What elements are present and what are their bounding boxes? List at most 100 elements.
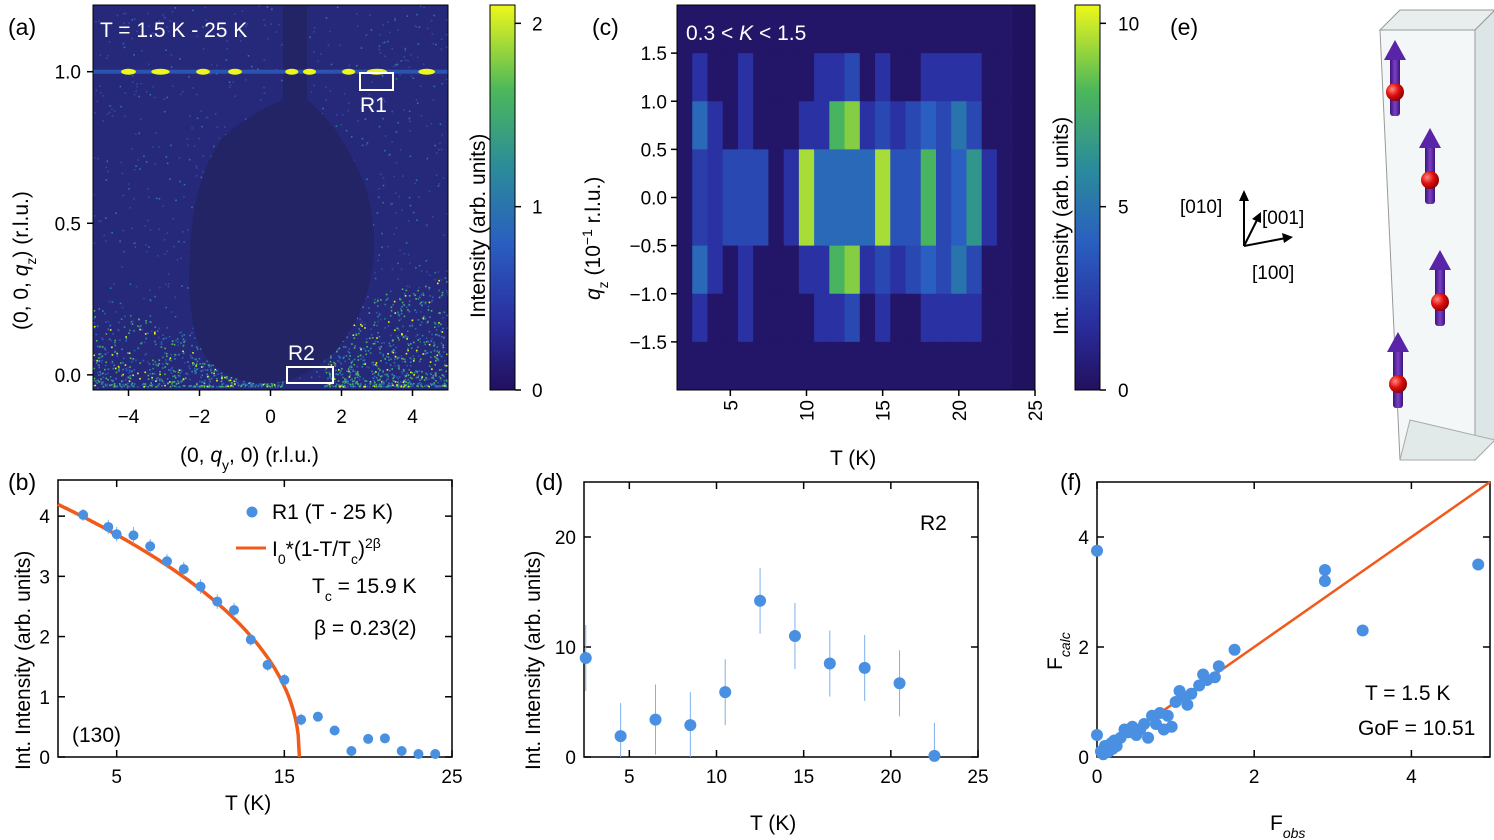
noise-speck [224,126,226,128]
diffuse-speck [392,344,395,346]
spin-arrowhead [1429,250,1451,270]
diffuse-speck [164,352,166,354]
noise-speck [391,110,394,113]
noise-speck [239,35,241,38]
diffuse-speck [438,376,441,378]
noise-speck [404,59,407,61]
noise-speck [183,362,186,364]
noise-speck [371,81,373,83]
noise-speck [433,341,435,344]
diffuse-speck [120,318,123,320]
heatmap-cell [677,5,693,54]
diffuse-speck [170,359,173,362]
noise-speck [153,372,156,375]
noise-speck [393,233,396,236]
diffuse-speck [165,352,168,355]
noise-speck [434,271,436,274]
diffuse-speck [139,326,141,328]
noise-speck [446,82,448,85]
noise-speck [139,168,141,170]
heatmap-cell [966,53,983,102]
noise-speck [281,79,283,82]
noise-speck [340,124,343,126]
noise-speck [247,55,250,57]
diffuse-speck [421,304,423,307]
noise-speck [361,321,364,323]
diffuse-speck [399,307,402,310]
diffuse-speck [189,378,191,381]
noise-speck [149,93,152,96]
noise-speck [155,197,158,200]
heatmap-cell [844,341,861,391]
noise-speck [111,115,114,117]
colorbar-a [489,4,516,391]
noise-speck [378,187,380,190]
heatmap-cell [859,5,876,54]
diffuse-speck [354,374,357,376]
diffuse-speck [173,375,176,377]
noise-speck [395,226,398,229]
diffuse-speck [343,346,345,348]
diffuse-speck [129,375,132,377]
diffuse-speck [354,382,357,385]
diffuse-speck [406,335,409,338]
beta-annotation: β = 0.23(2) [314,617,417,640]
diffuse-speck [342,381,344,383]
diffuse-speck [125,340,128,342]
noise-speck [391,141,393,143]
diffuse-speck [408,368,411,371]
data-point-b [161,556,172,567]
map-a-xtick-label: 4 [407,407,418,428]
diffuse-speck [230,383,233,385]
diffuse-speck [116,352,119,355]
noise-speck [410,358,413,360]
noise-speck [394,364,397,367]
diffuse-speck [427,305,430,308]
noise-speck [121,306,124,309]
noise-speck [170,54,173,56]
diffuse-speck [201,385,204,387]
diffuse-speck [361,365,364,368]
diffuse-speck [193,367,196,370]
diffuse-speck [100,373,102,375]
diffuse-speck [387,384,390,387]
diffuse-speck [401,357,403,360]
diffuse-speck [385,362,388,364]
noise-speck [99,220,102,222]
plot-f-ytick-label: 0 [1078,748,1089,769]
heatmap-cell [753,197,769,247]
diffuse-speck [265,384,268,387]
diffuse-speck [182,352,185,355]
diffuse-speck [369,382,372,384]
diffuse-speck [351,378,353,380]
noise-speck [183,241,186,243]
diffuse-speck [189,354,192,357]
noise-speck [148,63,150,66]
diffuse-speck [328,383,331,386]
diffuse-speck [199,380,201,383]
noise-speck [388,344,391,347]
diffuse-speck [98,308,101,310]
diffuse-speck [191,370,193,373]
heatmap-cell [692,149,708,198]
noise-speck [442,234,445,237]
diffuse-speck [162,334,164,337]
diffuse-speck [427,309,430,311]
noise-speck [384,318,386,320]
diffuse-speck [173,343,176,346]
noise-speck [441,82,444,85]
diffuse-speck [409,385,412,388]
diffuse-speck [181,357,184,359]
diffuse-speck [100,383,103,386]
noise-speck [127,367,129,369]
plot-d-xtick-label: 20 [880,767,901,788]
noise-speck [117,328,119,331]
noise-speck [201,125,203,128]
noise-speck [135,285,138,288]
noise-speck [438,289,441,292]
diffuse-speck [420,293,423,296]
noise-speck [132,320,134,322]
diffuse-speck [159,373,161,376]
diffuse-speck [376,337,378,339]
noise-speck [408,120,411,123]
